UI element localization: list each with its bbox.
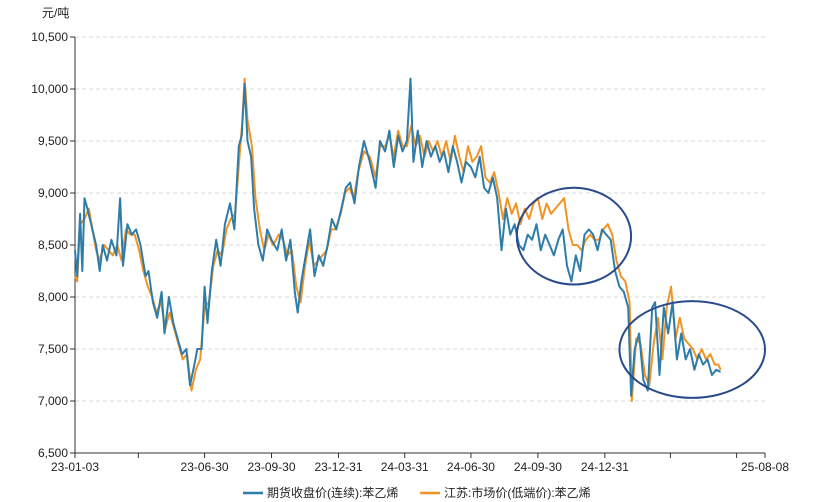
y-tick-label: 10,000 — [31, 82, 68, 96]
y-axis: 6,500 7,000 7,500 8,000 8,500 9,000 9,500 10,00… — [31, 30, 76, 460]
y-tick-label: 6,500 — [38, 446, 68, 460]
x-tick-label: 24-06-30 — [447, 460, 495, 474]
x-tick-label: 23-06-30 — [181, 460, 229, 474]
legend: 期货收盘价(连续):苯乙烯 江苏:市场价(低端价):苯乙烯 — [243, 485, 591, 500]
y-axis-unit-label: 元/吨 — [42, 6, 69, 20]
y-tick-label: 8,500 — [38, 238, 68, 252]
y-tick-label: 9,000 — [38, 186, 68, 200]
x-tick-label: 23-12-31 — [314, 460, 362, 474]
series-line-0 — [74, 77, 722, 397]
y-tick-label: 8,000 — [38, 290, 68, 304]
x-tick-label: 24-09-30 — [514, 460, 562, 474]
series-line-1 — [74, 77, 722, 402]
series-lines — [74, 77, 722, 402]
x-tick-label: 23-01-03 — [51, 460, 99, 474]
y-tick-label: 9,500 — [38, 134, 68, 148]
annotation-ellipses — [515, 186, 767, 399]
y-tick-label: 10,500 — [31, 30, 68, 44]
legend-label-futures: 期货收盘价(连续):苯乙烯 — [267, 485, 398, 500]
y-tick-label: 7,500 — [38, 342, 68, 356]
x-tick-label: 25-08-08 — [741, 460, 789, 474]
x-tick-label: 24-12-31 — [581, 460, 629, 474]
annotation-ellipse-1 — [618, 300, 767, 399]
x-axis: 23-01-03 23-06-30 23-09-30 23-12-31 24-03-31… — [51, 452, 789, 474]
y-tick-label: 7,000 — [38, 394, 68, 408]
x-tick-label: 24-03-31 — [381, 460, 429, 474]
legend-label-jiangsu: 江苏:市场价(低端价):苯乙烯 — [444, 485, 591, 500]
x-tick-label: 23-09-30 — [247, 460, 295, 474]
annotation-ellipse-0 — [515, 186, 633, 286]
